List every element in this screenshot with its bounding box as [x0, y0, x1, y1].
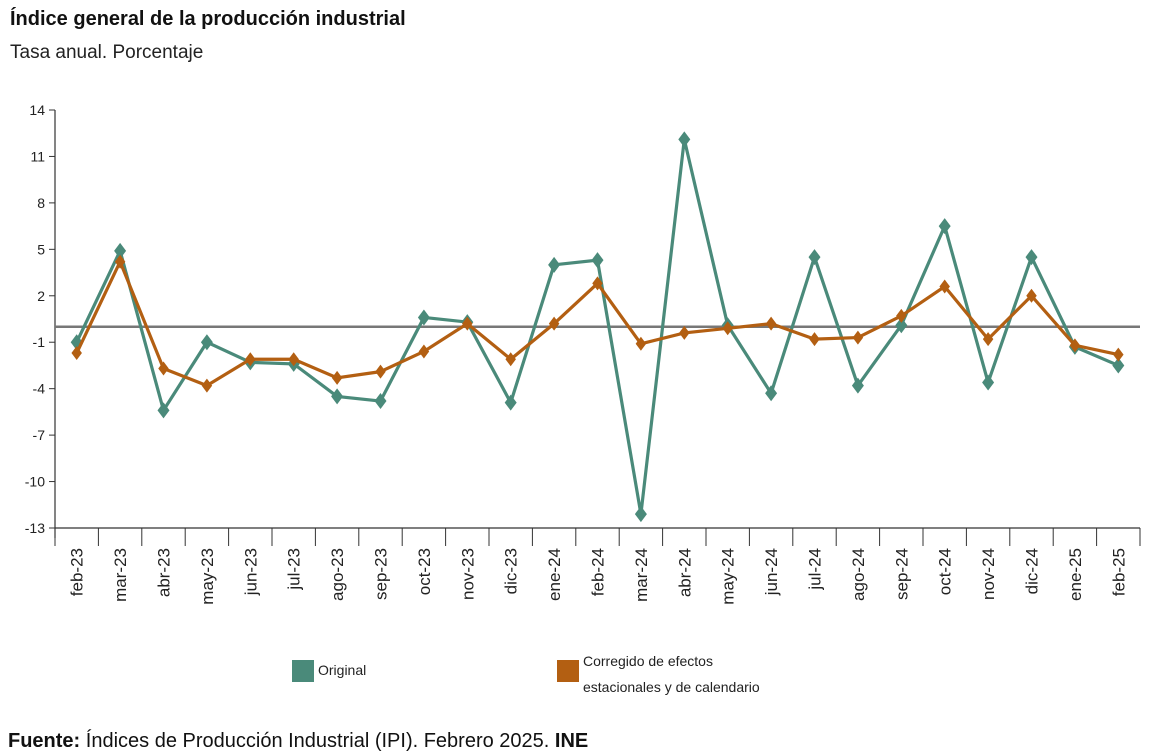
data-point-original	[200, 334, 213, 351]
source-label: Fuente:	[8, 730, 81, 752]
y-tick-label: 8	[37, 195, 45, 211]
data-point-original	[808, 249, 821, 266]
x-tick-label: abr-23	[155, 548, 174, 597]
data-point-original	[851, 377, 864, 394]
data-point-original	[938, 218, 951, 235]
x-tick-label: may-23	[198, 548, 217, 605]
data-point-original	[504, 394, 517, 411]
data-point-original	[157, 402, 170, 419]
y-tick-label: 2	[37, 288, 45, 304]
x-tick-label: jul-24	[806, 548, 825, 591]
data-point-corrected	[375, 364, 386, 379]
data-point-original	[895, 317, 908, 334]
x-tick-label: oct-23	[415, 548, 434, 595]
data-point-corrected	[679, 325, 690, 340]
data-point-corrected	[722, 321, 733, 336]
x-tick-labels: feb-23 mar-23 abr-23 may-23 jun-23 jul-23 ago-…	[68, 548, 1129, 605]
data-point-corrected	[635, 336, 647, 351]
y-tick-label: -13	[25, 520, 45, 536]
y-tick-label: -10	[25, 474, 45, 490]
data-point-original	[1112, 357, 1125, 374]
x-tick-label: ago-24	[849, 548, 868, 601]
data-point-corrected	[331, 370, 343, 385]
source-note: Fuente: Índices de Producción Industrial…	[8, 730, 588, 753]
x-tick-label: ene-25	[1066, 548, 1085, 601]
legend-swatch-original	[292, 660, 314, 682]
data-point-corrected	[1113, 347, 1124, 362]
data-point-corrected	[896, 308, 907, 323]
data-point-corrected	[852, 330, 864, 345]
chart-axes: 14 11 8 5 2 -1 -4 -7 -10 -13	[25, 102, 1141, 546]
data-point-corrected	[245, 352, 256, 367]
chart-title: Índice general de la producción industri…	[10, 8, 406, 30]
legend-label-original: Original	[318, 662, 367, 678]
source-org: INE	[554, 730, 589, 752]
legend-item-original: Original	[292, 648, 366, 682]
x-tick-label: ene-24	[545, 548, 564, 601]
y-tick-label: -1	[33, 334, 46, 350]
data-point-original	[678, 131, 691, 148]
x-tick-label: feb-24	[589, 548, 608, 596]
data-point-corrected	[462, 316, 473, 331]
x-tick-label: jun-23	[241, 548, 260, 596]
data-point-corrected	[418, 344, 430, 359]
y-tick-label: 11	[30, 148, 45, 164]
x-tick-label: dic-24	[1023, 548, 1042, 594]
x-tick-label: oct-24	[936, 548, 955, 595]
data-point-corrected	[1069, 338, 1081, 353]
data-point-corrected	[939, 279, 950, 294]
legend-label-corrected: Corregido de efectos estacionales y de c…	[583, 648, 803, 700]
x-tick-label: mar-24	[632, 548, 651, 602]
data-point-corrected	[288, 352, 299, 367]
series-corrected	[71, 254, 1124, 393]
data-point-corrected	[1026, 288, 1037, 303]
source-text: Índices de Producción Industrial (IPI). …	[80, 730, 555, 752]
y-tick-label: 14	[29, 102, 45, 118]
data-point-original	[114, 242, 127, 259]
data-point-original	[591, 252, 604, 269]
data-point-corrected	[982, 332, 994, 347]
y-tick-label: 5	[37, 241, 45, 257]
x-tick-label: ago-23	[328, 548, 347, 601]
data-point-corrected	[592, 276, 603, 291]
y-tick-label: -7	[33, 427, 46, 443]
y-tick-label: -4	[33, 381, 46, 397]
data-point-corrected	[201, 378, 213, 393]
data-point-corrected	[158, 361, 169, 376]
data-point-original	[374, 393, 387, 410]
x-tick-label: abr-24	[675, 548, 694, 597]
x-tick-label: feb-25	[1109, 548, 1128, 596]
legend-item-corrected: Corregido de efectos estacionales y de c…	[557, 648, 803, 700]
data-point-corrected	[114, 254, 126, 269]
x-tick-label: feb-23	[68, 548, 87, 596]
x-tick-label: sep-24	[892, 548, 911, 600]
data-point-original	[1025, 249, 1038, 266]
data-point-corrected	[71, 346, 82, 361]
legend-swatch-corrected	[557, 660, 579, 682]
chart-series	[70, 131, 1125, 523]
data-point-original	[548, 256, 561, 273]
line-chart: 14 11 8 5 2 -1 -4 -7 -10 -13 feb-23 mar-23 abr-23 ma…	[25, 102, 1141, 605]
data-point-original	[331, 388, 344, 405]
x-tick-label: jun-24	[762, 548, 781, 596]
chart-subtitle: Tasa anual. Porcentaje	[10, 42, 204, 63]
x-tick-label: dic-23	[502, 548, 521, 594]
x-tick-label: nov-23	[458, 548, 477, 600]
data-point-original	[765, 385, 778, 402]
data-point-corrected	[505, 352, 516, 367]
x-tick-label: may-24	[719, 548, 738, 605]
data-point-corrected	[765, 316, 777, 331]
legend-label-corrected-line2: estacionales y de calendario	[583, 679, 760, 695]
x-tick-label: mar-23	[111, 548, 130, 602]
legend-label-corrected-line1: Corregido de efectos	[583, 653, 713, 669]
data-point-original	[634, 506, 647, 523]
data-point-original	[417, 309, 430, 326]
data-point-corrected	[809, 332, 820, 347]
x-tick-label: nov-24	[979, 548, 998, 600]
data-point-original	[982, 374, 995, 391]
x-tick-label: sep-23	[372, 548, 391, 600]
x-tick-label: jul-23	[285, 548, 304, 591]
data-point-corrected	[548, 316, 560, 331]
